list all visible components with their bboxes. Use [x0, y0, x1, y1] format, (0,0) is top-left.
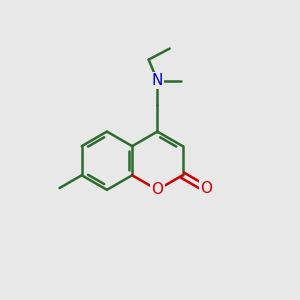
- Text: O: O: [200, 181, 212, 196]
- Text: O: O: [152, 182, 164, 197]
- Text: N: N: [152, 73, 163, 88]
